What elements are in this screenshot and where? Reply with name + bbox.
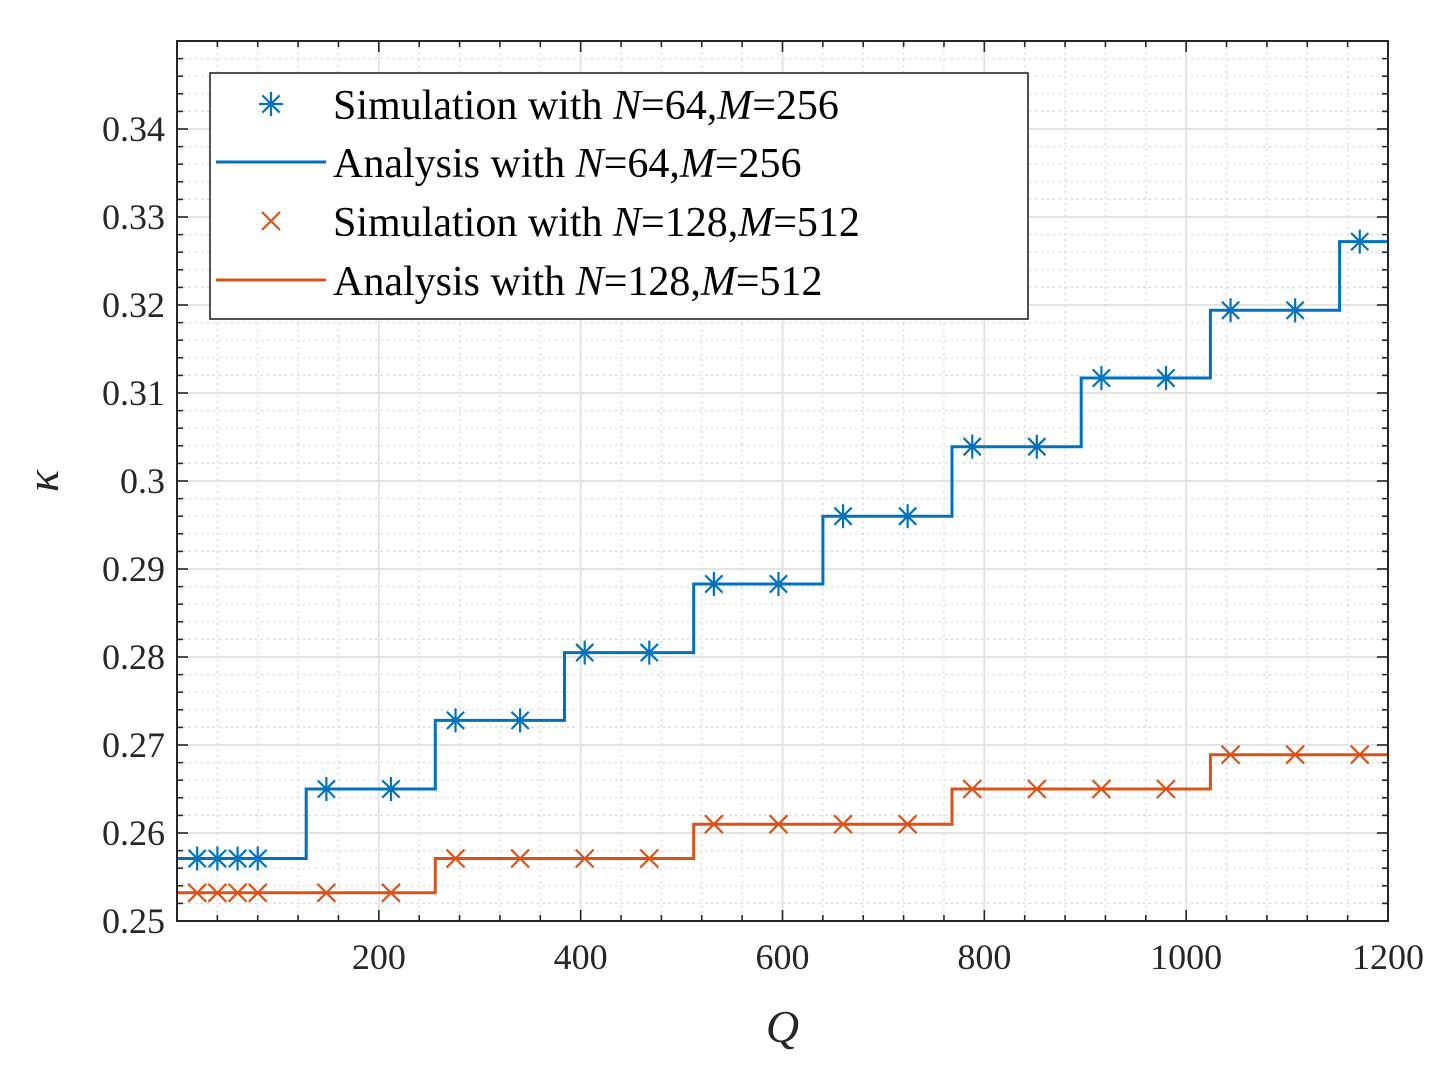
- y-tick-label: 0.28: [102, 637, 165, 677]
- legend-entry: Analysis with N=128,M=512: [333, 259, 823, 305]
- x-tick-label: 200: [352, 937, 406, 977]
- y-tick-label: 0.25: [102, 901, 165, 941]
- y-tick-label: 0.33: [102, 197, 165, 237]
- y-axis-label: κ: [17, 469, 68, 492]
- axis-ticks: [177, 41, 1388, 921]
- x-tick-label: 1000: [1150, 937, 1222, 977]
- legend-entry: Analysis with N=64,M=256: [333, 141, 802, 187]
- legend-marker-swatch: [259, 92, 283, 116]
- y-tick-label: 0.31: [102, 373, 165, 413]
- legend-box: [209, 72, 1029, 320]
- y-tick-label: 0.26: [102, 813, 165, 853]
- x-tick-label: 1200: [1352, 937, 1424, 977]
- tick-labels: 200 400 600 800 1000 1200 0.25 0.26 0.27 0.28 0.29…: [102, 109, 1424, 977]
- y-tick-label: 0.29: [102, 549, 165, 589]
- x-tick-label: 600: [756, 937, 810, 977]
- y-tick-label: 0.32: [102, 285, 165, 325]
- series-line-1: [177, 240, 1388, 860]
- x-tick-label: 800: [957, 937, 1011, 977]
- legend: Simulation with N=64,M=256 Analysis with …: [209, 72, 1029, 320]
- legend-marker-swatch: [261, 211, 281, 231]
- legend-entry: Simulation with N=128,M=512: [333, 200, 860, 246]
- series-layer: [177, 229, 1388, 903]
- x-tick-label: 400: [554, 937, 608, 977]
- y-tick-label: 0.27: [102, 725, 165, 765]
- series-line-3: [177, 753, 1388, 895]
- y-tick-label: 0.34: [102, 109, 165, 149]
- x-axis-label: Q: [766, 1001, 799, 1052]
- y-tick-label: 0.3: [120, 461, 165, 501]
- legend-entry: Simulation with N=64,M=256: [333, 83, 839, 129]
